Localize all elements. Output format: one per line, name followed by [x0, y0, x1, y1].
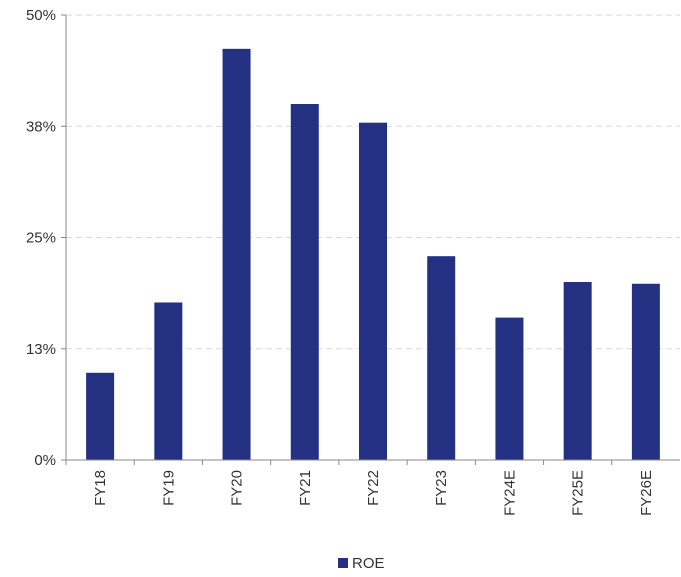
x-tick-label-fy21: FY21 — [297, 470, 314, 506]
bar-fy24e — [495, 317, 524, 460]
legend: ROE — [338, 555, 385, 572]
bar-fy20 — [222, 48, 251, 460]
bar-fy26e — [631, 283, 660, 460]
y-tick-labels: 0% 13% 25% 38% 50% — [26, 7, 66, 469]
bars — [86, 48, 660, 460]
bar-fy25e — [563, 282, 592, 460]
bar-fy19 — [154, 302, 183, 460]
x-tick-label-fy19: FY19 — [160, 470, 177, 506]
x-tick-labels: FY18 FY19 FY20 FY21 FY22 FY23 FY24E FY25E FY26E — [65, 460, 655, 516]
x-tick-label-fy20: FY20 — [229, 470, 246, 506]
bar-fy22 — [359, 122, 387, 460]
x-tick-label-fy23: FY23 — [433, 470, 450, 506]
bar-fy21 — [290, 104, 319, 460]
x-tick-label-fy25e: FY25E — [570, 470, 587, 516]
bar-fy18 — [86, 372, 115, 460]
x-tick-label-fy24e: FY24E — [501, 470, 518, 516]
y-tick-label: 38% — [26, 118, 56, 135]
x-tick-label-fy26e: FY26E — [638, 470, 655, 516]
legend-label-roe: ROE — [352, 555, 385, 572]
bar-fy23 — [427, 256, 456, 460]
y-tick-label: 0% — [34, 452, 56, 469]
legend-swatch-roe — [338, 558, 348, 568]
y-tick-label: 13% — [26, 341, 56, 358]
x-tick-label-fy22: FY22 — [365, 470, 382, 506]
y-tick-label: 25% — [26, 230, 56, 247]
y-tick-label: 50% — [26, 7, 56, 24]
x-tick-label-fy18: FY18 — [92, 470, 109, 506]
